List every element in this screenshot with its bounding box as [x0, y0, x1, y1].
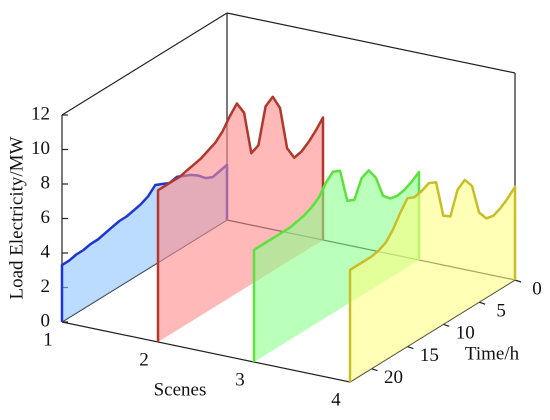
- x-tick: [407, 345, 414, 350]
- scene-tick-label: 3: [235, 369, 245, 390]
- scene-axis-title: Scenes: [154, 379, 207, 400]
- x-tick-label: 15: [420, 345, 439, 366]
- panel-outline: [348, 178, 517, 382]
- y-axis-title: Load Electricity/MW: [6, 136, 27, 299]
- y-tick-label: 0: [41, 310, 51, 331]
- y-tick-label: 12: [31, 103, 50, 124]
- box-edge: [226, 12, 516, 74]
- scene-tick-label: 4: [331, 389, 341, 410]
- box-edge: [61, 12, 228, 116]
- x-tick-label: 0: [532, 278, 542, 299]
- x-tick-label: 20: [384, 367, 403, 388]
- x-tick: [514, 279, 522, 283]
- x-tick: [371, 368, 378, 372]
- y-tick-label: 8: [41, 172, 51, 193]
- x-tick: [478, 301, 486, 305]
- y-tick-label: 6: [41, 207, 51, 228]
- panel-outline: [156, 95, 325, 342]
- x-tick: [443, 323, 450, 327]
- scene-axis: [61, 321, 351, 383]
- scene-tick-label: 1: [43, 329, 53, 350]
- panel-fill: [350, 179, 515, 382]
- panel-fill: [254, 170, 419, 362]
- y-tick-label: 2: [41, 276, 51, 297]
- time-axis-title: Time/h: [465, 343, 520, 364]
- x-tick-label: 10: [456, 323, 475, 344]
- scene-tick-label: 2: [139, 349, 149, 370]
- x-tick-label: 5: [496, 301, 506, 322]
- panel-fill: [158, 96, 323, 342]
- y-tick-label: 10: [31, 138, 50, 159]
- panel-outline: [252, 169, 421, 362]
- y-tick-label: 4: [41, 241, 51, 262]
